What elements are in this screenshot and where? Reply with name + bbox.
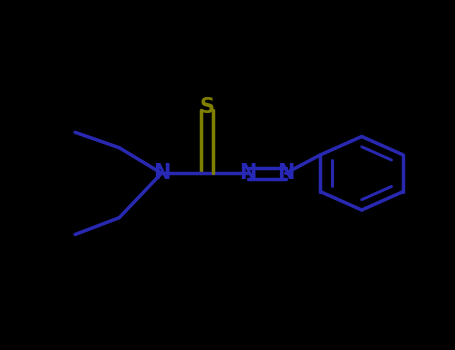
Text: S: S	[200, 97, 214, 118]
Text: N: N	[239, 163, 257, 183]
Text: N: N	[153, 163, 170, 183]
Text: N: N	[277, 163, 294, 183]
